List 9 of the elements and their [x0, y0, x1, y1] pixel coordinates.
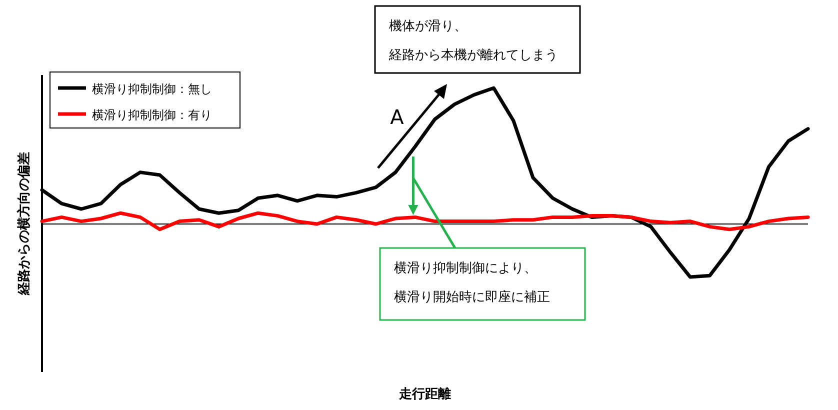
- annotation: 横滑り抑制制御により、: [394, 261, 537, 276]
- legend-label: 横滑り抑制制御：有り: [92, 108, 212, 122]
- text: 横滑り開始時に即座に補正: [394, 289, 550, 305]
- text: 経路から本機が離れてしまう: [388, 48, 558, 63]
- text: 機体が滑り、: [389, 19, 467, 34]
- y-axis-title: 経路からの横方向の偏差: [16, 152, 32, 296]
- annotation: A: [390, 105, 404, 129]
- text: 走行距離: [398, 387, 451, 402]
- legend-label: 横滑り抑制制御：無し: [92, 82, 212, 96]
